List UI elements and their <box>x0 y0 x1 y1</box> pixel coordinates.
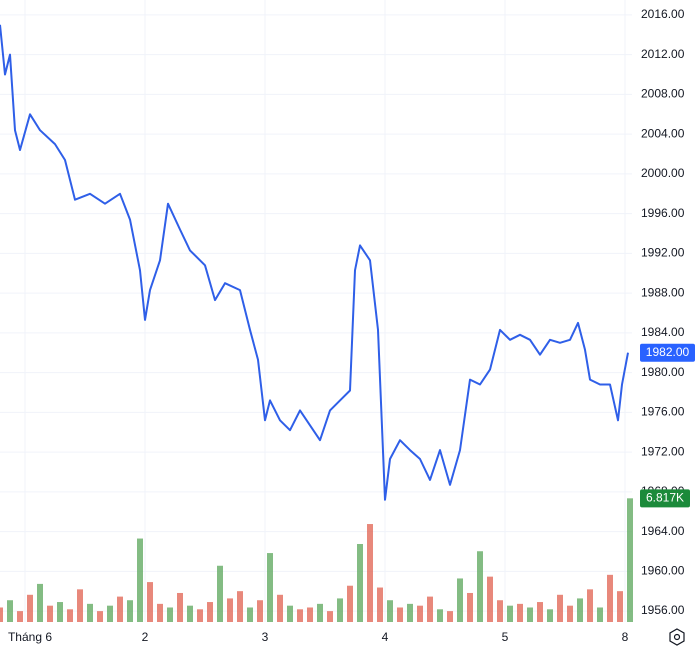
volume-bar <box>617 591 623 622</box>
y-tick-label: 2012.00 <box>641 47 685 61</box>
vol-layer <box>0 498 633 622</box>
volume-bar <box>477 551 483 622</box>
volume-bar <box>597 607 603 622</box>
volume-bar <box>607 574 613 622</box>
volume-bar <box>0 607 3 622</box>
volume-bar <box>557 594 563 622</box>
volume-bar <box>117 596 123 622</box>
volume-bar <box>187 605 193 622</box>
volume-bar <box>587 589 593 622</box>
x-tick-label: 5 <box>502 630 509 644</box>
grid-layer <box>0 0 632 622</box>
volume-bar <box>437 609 443 622</box>
x-tick-label: 8 <box>622 630 629 644</box>
volume-bar <box>527 607 533 622</box>
volume-bar <box>577 598 583 622</box>
volume-bar <box>137 538 143 622</box>
volume-bar <box>467 592 473 622</box>
volume-bar <box>87 603 93 622</box>
volume-bar <box>107 605 113 622</box>
x-tick-label: 2 <box>142 630 149 644</box>
volume-bar <box>237 591 243 622</box>
volume-bar <box>47 605 53 622</box>
y-tick-label: 1992.00 <box>641 246 685 260</box>
price-line <box>0 24 629 501</box>
settings-icon[interactable] <box>669 628 685 646</box>
volume-bar <box>347 585 353 622</box>
y-tick-label: 2000.00 <box>641 166 685 180</box>
volume-bar <box>97 611 103 622</box>
volume-bar <box>367 524 373 622</box>
volume-bar <box>207 602 213 622</box>
settings-hexagon[interactable] <box>669 628 685 646</box>
y-tick-label: 1988.00 <box>641 285 685 299</box>
volume-bar <box>407 603 413 622</box>
last-price-label: 1982.00 <box>646 345 690 359</box>
volume-bar <box>497 600 503 622</box>
volume-bar <box>147 582 153 622</box>
volume-bar <box>567 605 573 622</box>
volume-bar <box>167 607 173 622</box>
volume-bar <box>177 592 183 622</box>
volume-bar <box>37 583 43 622</box>
last-price-box <box>640 343 695 362</box>
volume-bar <box>337 598 343 622</box>
y-tick-label: 1960.00 <box>641 563 685 577</box>
volume-bar <box>77 589 83 622</box>
volume-bar <box>257 600 263 622</box>
volume-bar <box>157 603 163 622</box>
volume-bar <box>127 600 133 622</box>
volume-bar <box>197 609 203 622</box>
volume-bar <box>547 609 553 622</box>
volume-bar <box>387 600 393 622</box>
y-tick-label: 2004.00 <box>641 126 685 140</box>
last-volume-label: 6.817K <box>646 490 684 504</box>
volume-bar <box>537 602 543 622</box>
volume-bar <box>507 605 513 622</box>
settings-dot[interactable] <box>673 633 681 641</box>
x-tick-label: Tháng 6 <box>8 630 52 644</box>
volume-bar <box>447 611 453 622</box>
volume-bar <box>247 607 253 622</box>
labels-layer: 2016.00 2012.00 2008.00 2004.00 2000.00 1996.… <box>8 7 695 644</box>
x-tick-label: 4 <box>382 630 389 644</box>
line-layer <box>0 24 629 501</box>
volume-bar <box>277 594 283 622</box>
volume-bar <box>427 596 433 622</box>
volume-bar <box>307 607 313 622</box>
volume-bar <box>377 587 383 622</box>
volume-bar <box>287 605 293 622</box>
volume-bar <box>327 611 333 622</box>
y-tick-label: 1964.00 <box>641 524 685 538</box>
volume-bar <box>17 611 23 622</box>
y-tick-label: 1976.00 <box>641 405 685 419</box>
volume-bar <box>27 594 33 622</box>
last-volume-box <box>640 489 690 508</box>
y-tick-label: 1980.00 <box>641 365 685 379</box>
volume-bar <box>217 565 223 622</box>
y-tick-label: 1996.00 <box>641 206 685 220</box>
volume-bar <box>457 578 463 622</box>
volume-bar <box>7 600 13 622</box>
volume-bar <box>517 603 523 622</box>
y-tick-label: 1956.00 <box>641 603 685 617</box>
volume-bar <box>357 543 363 622</box>
volume-bar <box>297 609 303 622</box>
y-tick-label: 1984.00 <box>641 325 685 339</box>
volume-bar <box>67 609 73 622</box>
y-tick-label: 1972.00 <box>641 444 685 458</box>
y-tick-label: 2008.00 <box>641 87 685 101</box>
x-tick-label: 3 <box>262 630 269 644</box>
volume-bar <box>627 498 633 622</box>
volume-bar <box>417 605 423 622</box>
volume-bar <box>317 603 323 622</box>
volume-bar <box>57 602 63 622</box>
y-tick-label: 2016.00 <box>641 7 685 21</box>
volume-bar <box>487 576 493 622</box>
volume-bar <box>227 598 233 622</box>
volume-bar <box>267 553 273 622</box>
volume-bar <box>397 607 403 622</box>
